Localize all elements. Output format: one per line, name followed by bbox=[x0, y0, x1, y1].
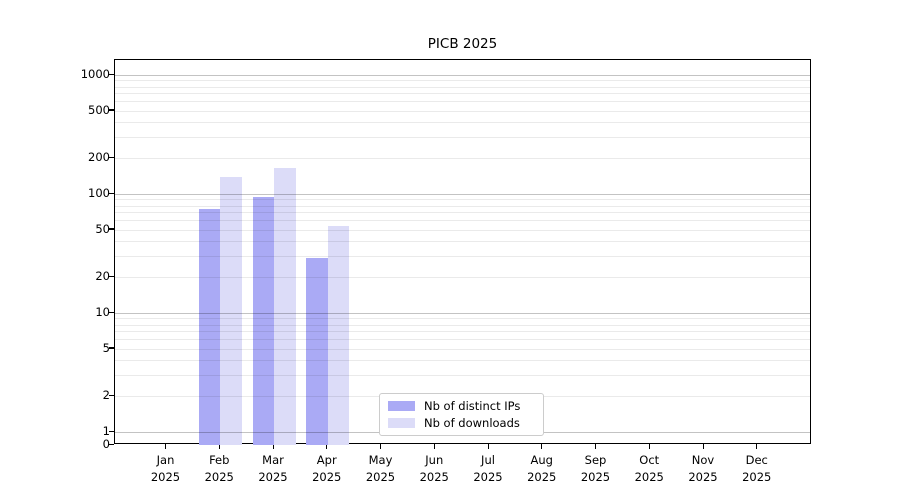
x-tick-label-aug: Aug 2025 bbox=[527, 453, 557, 484]
x-tick-mark bbox=[380, 444, 382, 449]
y-tick-mark bbox=[109, 73, 114, 75]
x-tick-mark bbox=[541, 444, 543, 449]
x-tick-mark bbox=[433, 444, 435, 449]
legend-item-distinct-ips: Nb of distinct IPs bbox=[388, 399, 535, 413]
legend-swatch-downloads bbox=[388, 418, 415, 428]
x-tick-mark bbox=[326, 444, 328, 449]
y-tick-label: 50 bbox=[95, 221, 110, 236]
bar-feb-downloads bbox=[220, 176, 242, 445]
x-tick-label-apr: Apr 2025 bbox=[312, 453, 342, 484]
y-tick-label: 100 bbox=[88, 186, 110, 200]
x-tick-label-nov: Nov 2025 bbox=[688, 453, 718, 484]
x-tick-mark bbox=[218, 444, 220, 449]
legend-swatch-distinct-ips bbox=[388, 401, 415, 411]
x-tick-label-jun: Jun 2025 bbox=[419, 453, 449, 484]
y-tick-label: 20 bbox=[95, 269, 110, 284]
bar-apr-distinct-ips bbox=[306, 257, 328, 445]
x-tick-label-mar: Mar 2025 bbox=[258, 453, 288, 484]
legend-label-distinct-ips: Nb of distinct IPs bbox=[424, 399, 521, 413]
y-tick-label: 1000 bbox=[80, 67, 110, 81]
x-tick-mark bbox=[648, 444, 650, 449]
x-tick-mark bbox=[165, 444, 167, 449]
legend-item-downloads: Nb of downloads bbox=[388, 416, 535, 430]
y-tick-mark bbox=[109, 347, 114, 349]
legend: Nb of distinct IPs Nb of downloads bbox=[379, 393, 544, 436]
y-tick-label: 200 bbox=[88, 150, 110, 165]
y-tick-label: 1 bbox=[102, 424, 110, 438]
y-tick-label: 2 bbox=[102, 388, 110, 403]
y-tick-label: 5 bbox=[102, 340, 110, 355]
x-tick-label-dec: Dec 2025 bbox=[742, 453, 772, 484]
y-tick-label: 500 bbox=[88, 102, 110, 117]
bars-layer bbox=[115, 60, 810, 445]
x-tick-mark bbox=[595, 444, 597, 449]
y-tick-mark bbox=[109, 109, 114, 111]
y-tick-mark bbox=[109, 430, 114, 432]
y-tick-mark bbox=[109, 192, 114, 194]
plot-area bbox=[114, 59, 811, 445]
bar-feb-distinct-ips bbox=[198, 208, 221, 445]
chart-title: PICB 2025 bbox=[427, 36, 498, 52]
x-tick-mark bbox=[487, 444, 489, 449]
y-tick-mark bbox=[109, 394, 114, 396]
y-tick-label: 10 bbox=[95, 305, 110, 319]
x-tick-label-oct: Oct 2025 bbox=[634, 453, 664, 484]
y-tick-mark bbox=[109, 443, 114, 445]
bar-mar-distinct-ips bbox=[252, 196, 274, 445]
x-tick-label-sep: Sep 2025 bbox=[580, 453, 611, 484]
y-tick-mark bbox=[109, 228, 114, 230]
x-tick-label-jan: Jan 2025 bbox=[150, 453, 181, 484]
y-tick-label: 0 bbox=[102, 437, 110, 451]
legend-label-downloads: Nb of downloads bbox=[424, 416, 520, 430]
x-tick-label-feb: Feb 2025 bbox=[204, 453, 234, 484]
x-tick-mark bbox=[756, 444, 758, 449]
x-tick-label-may: May 2025 bbox=[365, 453, 396, 484]
bar-apr-downloads bbox=[327, 225, 350, 445]
x-tick-mark bbox=[702, 444, 704, 449]
x-tick-label-jul: Jul 2025 bbox=[473, 453, 503, 484]
y-tick-mark bbox=[109, 275, 114, 277]
y-tick-mark bbox=[109, 156, 114, 158]
x-tick-mark bbox=[272, 444, 274, 449]
y-tick-mark bbox=[109, 311, 114, 313]
bar-mar-downloads bbox=[274, 168, 296, 445]
